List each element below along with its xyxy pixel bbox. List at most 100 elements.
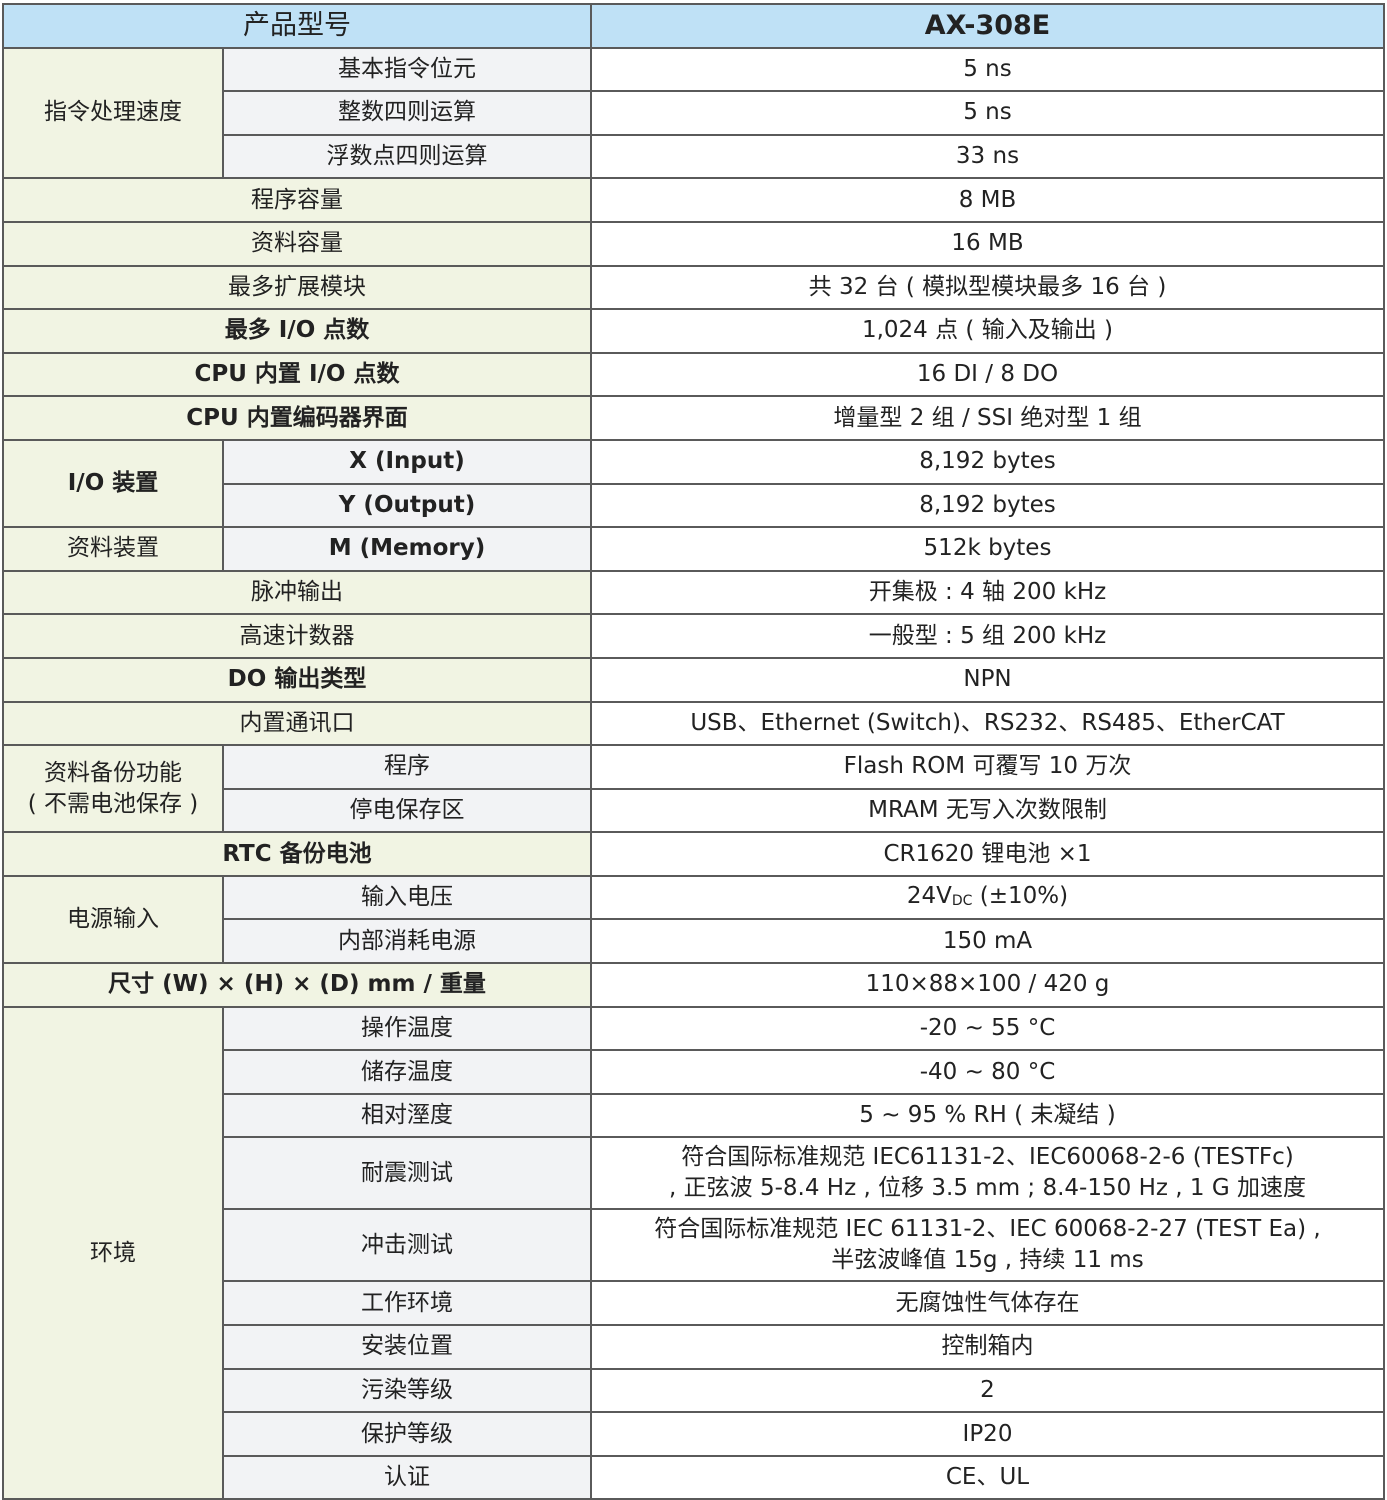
spec-group-line: ( 不需电池保存 ) — [27, 790, 199, 817]
spec-value: 开集极 : 4 轴 200 kHz — [590, 569, 1385, 616]
spec-value: 符合国际标准规范 IEC61131-2、IEC60068-2-6 (TESTFc… — [590, 1136, 1385, 1211]
spec-table: 产品型号 AX-308E 指令处理速度 基本指令位元 5 ns 整数四则运算 5 ns 浮… — [2, 3, 1385, 1500]
table-row: 高速计数器 一般型 : 5 组 200 kHz — [2, 613, 1385, 659]
spec-value: MRAM 无写入次数限制 — [590, 787, 1385, 834]
table-row: 浮数点四则运算 33 ns — [3, 133, 1385, 180]
spec-label: 尺寸 (W) × (H) × (D) mm / 重量 — [2, 962, 592, 1008]
spec-value: 24VDC (±10%) — [590, 874, 1385, 921]
spec-group-label: 资料备份功能 ( 不需电池保存 ) — [2, 744, 224, 834]
spec-value: 5 ns — [590, 90, 1385, 136]
spec-label: 内置通讯口 — [2, 700, 592, 747]
spec-sub-label: 冲击测试 — [222, 1208, 592, 1283]
table-row: 电源输入 输入电压 24VDC (±10%) — [2, 874, 1385, 965]
spec-sub-label: 储存温度 — [222, 1049, 592, 1095]
spec-sub-label: 输入电压 — [222, 874, 592, 921]
spec-value: Flash ROM 可覆写 10 万次 — [590, 744, 1385, 790]
spec-value: 8,192 bytes — [590, 438, 1385, 485]
spec-value: 共 32 台 ( 模拟型模块最多 16 台 ) — [590, 264, 1385, 311]
spec-sub-label: 认证 — [222, 1454, 592, 1500]
table-row: DO 输出类型 NPN — [2, 656, 1385, 703]
spec-group-label: 资料装置 — [2, 526, 224, 572]
table-row: 环境 操作温度 -20 ~ 55 °C — [2, 1005, 1385, 1500]
spec-value: 5 ~ 95 % RH ( 未凝结 ) — [590, 1092, 1385, 1139]
table-row: CPU 内置 I/O 点数 16 DI / 8 DO — [2, 351, 1385, 398]
spec-sub-label: 整数四则运算 — [222, 90, 592, 136]
spec-value: 2 — [590, 1367, 1385, 1414]
spec-value: 33 ns — [590, 133, 1385, 180]
spec-label: 程序容量 — [2, 177, 592, 223]
header-label: 产品型号 — [2, 3, 592, 49]
table-row: 保护等级 IP20 — [3, 1411, 1385, 1457]
spec-sub-label: 保护等级 — [222, 1411, 592, 1457]
spec-sub-label: 工作环境 — [222, 1280, 592, 1327]
spec-value-line: , 正弦波 5-8.4 Hz , 位移 3.5 mm ; 8.4-150 Hz … — [669, 1175, 1306, 1202]
table-row: 资料备份功能 ( 不需电池保存 ) 程序 Flash ROM 可覆写 10 万次 — [2, 744, 1385, 834]
spec-value: 8 MB — [590, 177, 1385, 223]
spec-value: -20 ~ 55 °C — [590, 1005, 1385, 1052]
table-row: 最多扩展模块共 32 台 ( 模拟型模块最多 16 台 ) — [2, 264, 1385, 311]
spec-value: 无腐蚀性气体存在 — [590, 1280, 1385, 1327]
spec-value: CR1620 锂电池 ×1 — [590, 831, 1385, 877]
table-row: 冲击测试 符合国际标准规范 IEC 61131-2、IEC 60068-2-27 … — [3, 1208, 1385, 1283]
table-row: 停电保存区 MRAM 无写入次数限制 — [3, 787, 1385, 834]
spec-label: CPU 内置编码器界面 — [2, 395, 592, 441]
spec-group-line: 资料备份功能 — [44, 759, 182, 786]
spec-value: IP20 — [590, 1411, 1385, 1457]
table-row: 尺寸 (W) × (H) × (D) mm / 重量 110×88×100 / 4… — [2, 962, 1385, 1008]
header-row: 产品型号 AX-308E — [2, 3, 1385, 49]
table-row: 整数四则运算 5 ns — [3, 90, 1385, 136]
spec-group-label: 指令处理速度 — [2, 46, 224, 180]
spec-value-tail: (±10%) — [972, 882, 1069, 909]
spec-group-label: 电源输入 — [2, 874, 224, 965]
table-row: 资料容量 16 MB — [2, 220, 1385, 267]
spec-sub-label: M (Memory) — [222, 526, 592, 572]
spec-value: 增量型 2 组 / SSI 绝对型 1 组 — [590, 395, 1385, 441]
table-row: 脉冲输出 开集极 : 4 轴 200 kHz — [2, 569, 1385, 616]
spec-value-main: 24V — [906, 882, 952, 909]
spec-value: 1,024 点 ( 输入及输出 ) — [590, 308, 1385, 354]
spec-label: 最多 I/O 点数 — [2, 308, 592, 354]
spec-value: 512k bytes — [590, 526, 1385, 572]
table-row: 污染等级 2 — [3, 1367, 1385, 1414]
spec-value: 110×88×100 / 420 g — [590, 962, 1385, 1008]
spec-sub-label: X (Input) — [222, 438, 592, 485]
spec-sub-label: 浮数点四则运算 — [222, 133, 592, 180]
spec-label: RTC 备份电池 — [2, 831, 592, 877]
table-row: 安装位置 控制箱内 — [3, 1324, 1385, 1370]
spec-label: CPU 内置 I/O 点数 — [2, 351, 592, 398]
spec-sub-label: 基本指令位元 — [222, 46, 592, 93]
table-row: Y (Output) 8,192 bytes — [3, 482, 1385, 529]
spec-sub-label: 污染等级 — [222, 1367, 592, 1414]
table-row: 认证 CE、UL — [3, 1454, 1385, 1500]
spec-value: NPN — [590, 656, 1385, 703]
spec-value: 5 ns — [590, 46, 1385, 93]
table-row: 储存温度 -40 ~ 80 °C — [3, 1049, 1385, 1095]
spec-value: CE、UL — [590, 1454, 1385, 1500]
spec-value: 符合国际标准规范 IEC 61131-2、IEC 60068-2-27 (TES… — [590, 1208, 1385, 1283]
spec-sub-label: 内部消耗电源 — [222, 918, 592, 965]
table-row: RTC 备份电池 CR1620 锂电池 ×1 — [2, 831, 1385, 877]
table-row: 耐震测试 符合国际标准规范 IEC61131-2、IEC60068-2-6 (TE… — [3, 1136, 1385, 1211]
table-row: CPU 内置编码器界面 增量型 2 组 / SSI 绝对型 1 组 — [2, 395, 1385, 441]
table-row: 内部消耗电源 150 mA — [3, 918, 1385, 965]
table-row: 程序容量 8 MB — [2, 177, 1385, 223]
table-row: 相对溼度 5 ~ 95 % RH ( 未凝结 ) — [3, 1092, 1385, 1139]
spec-sub-label: 耐震测试 — [222, 1136, 592, 1211]
spec-sub-label: 操作温度 — [222, 1005, 592, 1052]
spec-value: USB、Ethernet (Switch)、RS232、RS485、EtherC… — [590, 700, 1385, 747]
spec-group-label: I/O 装置 — [2, 438, 224, 529]
spec-label: 资料容量 — [2, 220, 592, 267]
spec-value-line: 符合国际标准规范 IEC 61131-2、IEC 60068-2-27 (TES… — [654, 1216, 1321, 1243]
table-row: I/O 装置 X (Input) 8,192 bytes — [2, 438, 1385, 529]
spec-value: 150 mA — [590, 918, 1385, 965]
spec-sub-label: 程序 — [222, 744, 592, 790]
spec-sub-label: 停电保存区 — [222, 787, 592, 834]
spec-value: 8,192 bytes — [590, 482, 1385, 529]
spec-value-line: 符合国际标准规范 IEC61131-2、IEC60068-2-6 (TESTFc… — [681, 1144, 1294, 1171]
spec-sub-label: Y (Output) — [222, 482, 592, 529]
header-model: AX-308E — [590, 3, 1385, 49]
spec-value-line: 半弦波峰值 15g , 持续 11 ms — [831, 1247, 1144, 1274]
spec-group-label: 环境 — [2, 1005, 224, 1500]
spec-label: 脉冲输出 — [2, 569, 592, 616]
spec-value: -40 ~ 80 °C — [590, 1049, 1385, 1095]
